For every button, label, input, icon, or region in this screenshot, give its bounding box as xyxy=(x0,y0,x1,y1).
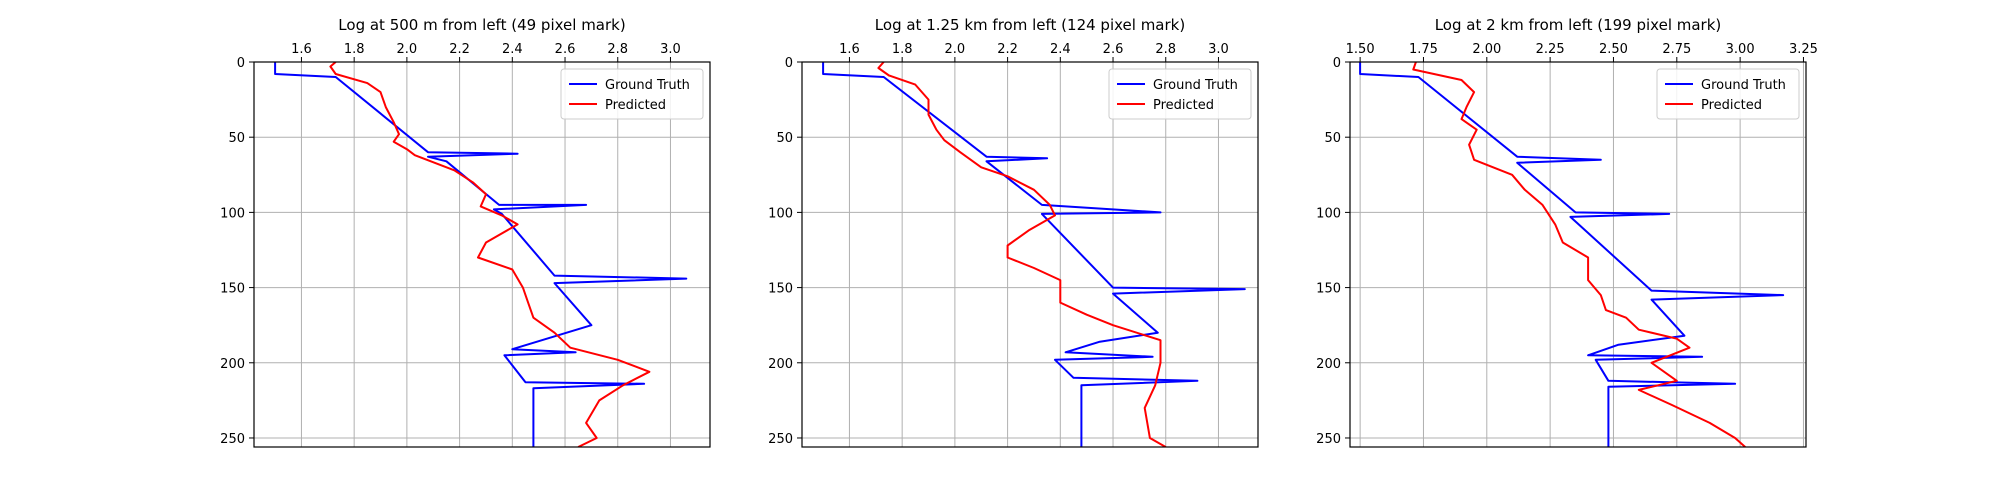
x-tick-label: 2.0 xyxy=(945,42,966,57)
series-line-ground-truth xyxy=(822,62,1246,447)
legend-label-ground-truth: Ground Truth xyxy=(1701,78,1786,93)
y-tick-label: 150 xyxy=(220,282,245,297)
y-tick-label: 100 xyxy=(1316,206,1341,221)
x-tick-label: 2.8 xyxy=(1155,42,1176,57)
x-tick-label: 2.4 xyxy=(502,42,523,57)
x-tick-label: 1.6 xyxy=(839,42,860,57)
x-tick-label: 1.8 xyxy=(892,42,913,57)
legend: Ground Truth Predicted xyxy=(1108,68,1252,120)
x-tick-label: 2.00 xyxy=(1472,42,1501,57)
legend-box xyxy=(560,68,704,120)
x-tick-label: 1.8 xyxy=(344,42,365,57)
legend: Ground Truth Predicted xyxy=(1656,68,1800,120)
x-tick-label: 1.6 xyxy=(291,42,312,57)
series-line-ground-truth xyxy=(274,62,688,447)
y-tick-label: 100 xyxy=(768,206,793,221)
y-tick-label: 0 xyxy=(237,56,245,71)
y-tick-label: 200 xyxy=(1316,357,1341,372)
x-tick-label: 2.2 xyxy=(997,42,1018,57)
series-line-ground-truth xyxy=(1359,62,1785,447)
plot-frame xyxy=(253,61,711,448)
x-tick-label: 3.25 xyxy=(1789,42,1818,57)
x-tick-label: 3.0 xyxy=(660,42,681,57)
legend-box xyxy=(1108,68,1252,120)
x-tick-label: 2.2 xyxy=(449,42,470,57)
y-tick-label: 250 xyxy=(1316,432,1341,447)
x-tick-label: 2.6 xyxy=(555,42,576,57)
x-tick-label: 2.75 xyxy=(1662,42,1691,57)
y-tick-label: 250 xyxy=(220,432,245,447)
x-tick-label: 2.25 xyxy=(1536,42,1565,57)
chart-title: Log at 2 km from left (199 pixel mark) xyxy=(1435,16,1722,34)
y-tick-label: 0 xyxy=(785,56,793,71)
y-tick-label: 0 xyxy=(1333,56,1341,71)
chart-panel-2: Log at 1.25 km from left (124 pixel mark… xyxy=(768,16,1259,448)
x-tick-label: 2.6 xyxy=(1103,42,1124,57)
x-tick-label: 3.0 xyxy=(1208,42,1229,57)
y-tick-label: 150 xyxy=(768,282,793,297)
x-tick-label: 2.0 xyxy=(397,42,418,57)
x-tick-label: 2.50 xyxy=(1599,42,1628,57)
x-tick-label: 3.00 xyxy=(1726,42,1755,57)
legend-label-predicted: Predicted xyxy=(1701,98,1762,113)
y-tick-label: 150 xyxy=(1316,282,1341,297)
x-tick-label: 2.4 xyxy=(1050,42,1071,57)
legend-label-ground-truth: Ground Truth xyxy=(605,78,690,93)
series-line-predicted xyxy=(877,62,1167,447)
y-tick-label: 200 xyxy=(220,357,245,372)
legend-label-ground-truth: Ground Truth xyxy=(1153,78,1238,93)
plot-frame xyxy=(1349,61,1807,448)
gridlines xyxy=(1350,61,1806,447)
series-line-predicted xyxy=(1412,62,1746,447)
chart-title: Log at 1.25 km from left (124 pixel mark… xyxy=(875,16,1185,34)
legend-label-predicted: Predicted xyxy=(1153,98,1214,113)
chart-title: Log at 500 m from left (49 pixel mark) xyxy=(338,16,625,34)
x-tick-label: 1.75 xyxy=(1409,42,1438,57)
y-tick-label: 50 xyxy=(776,131,793,146)
legend-box xyxy=(1656,68,1800,120)
legend-label-predicted: Predicted xyxy=(605,98,666,113)
y-tick-label: 50 xyxy=(228,131,245,146)
y-tick-label: 250 xyxy=(768,432,793,447)
y-tick-label: 200 xyxy=(768,357,793,372)
y-tick-label: 100 xyxy=(220,206,245,221)
chart-panel-1: Log at 500 m from left (49 pixel mark) 1.… xyxy=(220,16,711,448)
legend: Ground Truth Predicted xyxy=(560,68,704,120)
x-tick-label: 1.50 xyxy=(1346,42,1375,57)
chart-panel-3: Log at 2 km from left (199 pixel mark) 1.… xyxy=(1316,16,1818,448)
plot-frame xyxy=(801,61,1259,448)
x-tick-label: 2.8 xyxy=(607,42,628,57)
y-tick-label: 50 xyxy=(1324,131,1341,146)
series-line-predicted xyxy=(329,62,651,447)
